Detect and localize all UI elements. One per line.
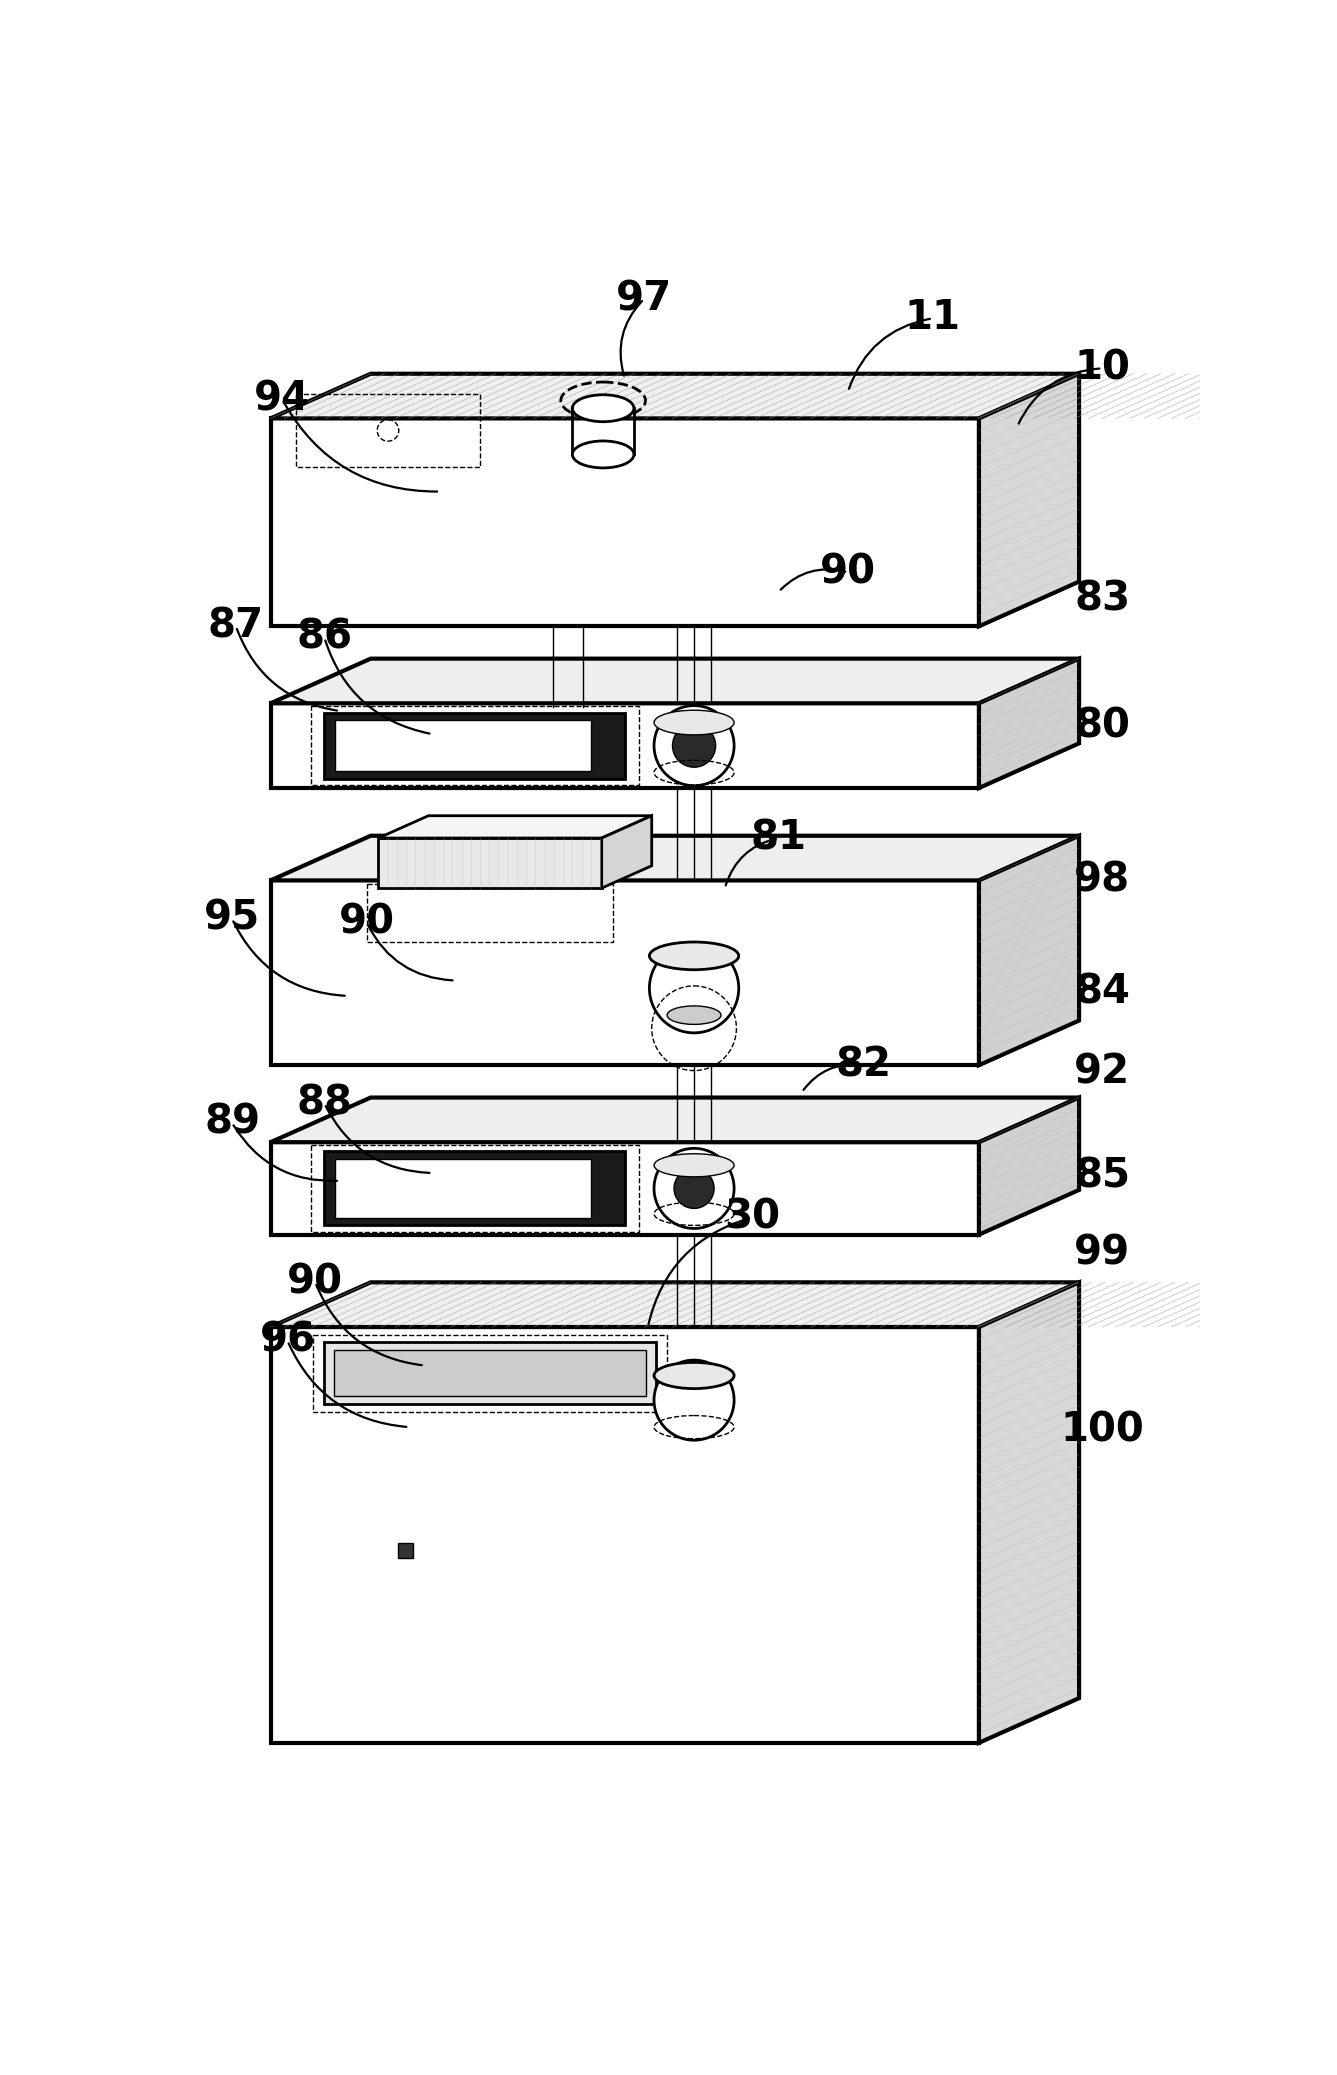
Circle shape xyxy=(674,1168,714,1208)
Text: 94: 94 xyxy=(254,380,310,419)
Text: 85: 85 xyxy=(1074,1158,1130,1197)
Text: 90: 90 xyxy=(338,903,394,942)
Text: 92: 92 xyxy=(1074,1052,1130,1094)
Text: 89: 89 xyxy=(205,1104,261,1143)
Polygon shape xyxy=(602,815,651,888)
Ellipse shape xyxy=(654,1154,734,1177)
Ellipse shape xyxy=(650,942,739,969)
Text: 90: 90 xyxy=(820,552,876,591)
Circle shape xyxy=(650,944,739,1033)
Polygon shape xyxy=(378,838,602,888)
Text: 88: 88 xyxy=(297,1083,353,1125)
Polygon shape xyxy=(325,1152,624,1226)
Ellipse shape xyxy=(654,710,734,735)
Polygon shape xyxy=(270,880,979,1064)
Text: 82: 82 xyxy=(836,1046,892,1085)
Polygon shape xyxy=(270,836,1079,880)
Polygon shape xyxy=(270,703,979,788)
Circle shape xyxy=(654,1359,734,1440)
Polygon shape xyxy=(270,419,979,627)
Polygon shape xyxy=(979,1098,1079,1235)
Text: 90: 90 xyxy=(287,1262,344,1303)
Text: 10: 10 xyxy=(1074,349,1130,388)
Polygon shape xyxy=(325,1343,655,1405)
Ellipse shape xyxy=(572,394,634,421)
Polygon shape xyxy=(979,374,1079,627)
Text: 80: 80 xyxy=(1074,706,1130,747)
Ellipse shape xyxy=(572,442,634,467)
Text: 84: 84 xyxy=(1074,971,1130,1013)
Text: 99: 99 xyxy=(1074,1235,1130,1274)
Polygon shape xyxy=(270,374,1079,419)
Polygon shape xyxy=(270,1098,1079,1141)
Text: 97: 97 xyxy=(616,278,673,320)
Ellipse shape xyxy=(654,1363,734,1388)
Text: 83: 83 xyxy=(1074,579,1130,618)
Circle shape xyxy=(673,724,715,768)
Polygon shape xyxy=(270,1328,979,1743)
Polygon shape xyxy=(336,720,591,772)
Polygon shape xyxy=(325,712,624,778)
Text: 96: 96 xyxy=(259,1322,316,1361)
Text: 100: 100 xyxy=(1060,1411,1144,1450)
Polygon shape xyxy=(979,836,1079,1064)
Ellipse shape xyxy=(667,1006,721,1025)
Text: 30: 30 xyxy=(723,1197,779,1237)
Text: 95: 95 xyxy=(205,898,261,938)
Polygon shape xyxy=(378,815,651,838)
Text: 86: 86 xyxy=(297,618,353,658)
Polygon shape xyxy=(270,1141,979,1235)
Text: 98: 98 xyxy=(1074,861,1130,901)
Polygon shape xyxy=(334,1351,646,1396)
Text: 11: 11 xyxy=(905,299,961,338)
Polygon shape xyxy=(336,1160,591,1218)
Polygon shape xyxy=(979,1282,1079,1743)
Polygon shape xyxy=(979,658,1079,788)
Polygon shape xyxy=(270,1282,1079,1328)
Text: 81: 81 xyxy=(751,818,806,859)
Polygon shape xyxy=(270,658,1079,703)
Text: 87: 87 xyxy=(207,606,263,645)
Circle shape xyxy=(654,706,734,786)
Bar xyxy=(397,1542,413,1558)
Circle shape xyxy=(654,1147,734,1228)
